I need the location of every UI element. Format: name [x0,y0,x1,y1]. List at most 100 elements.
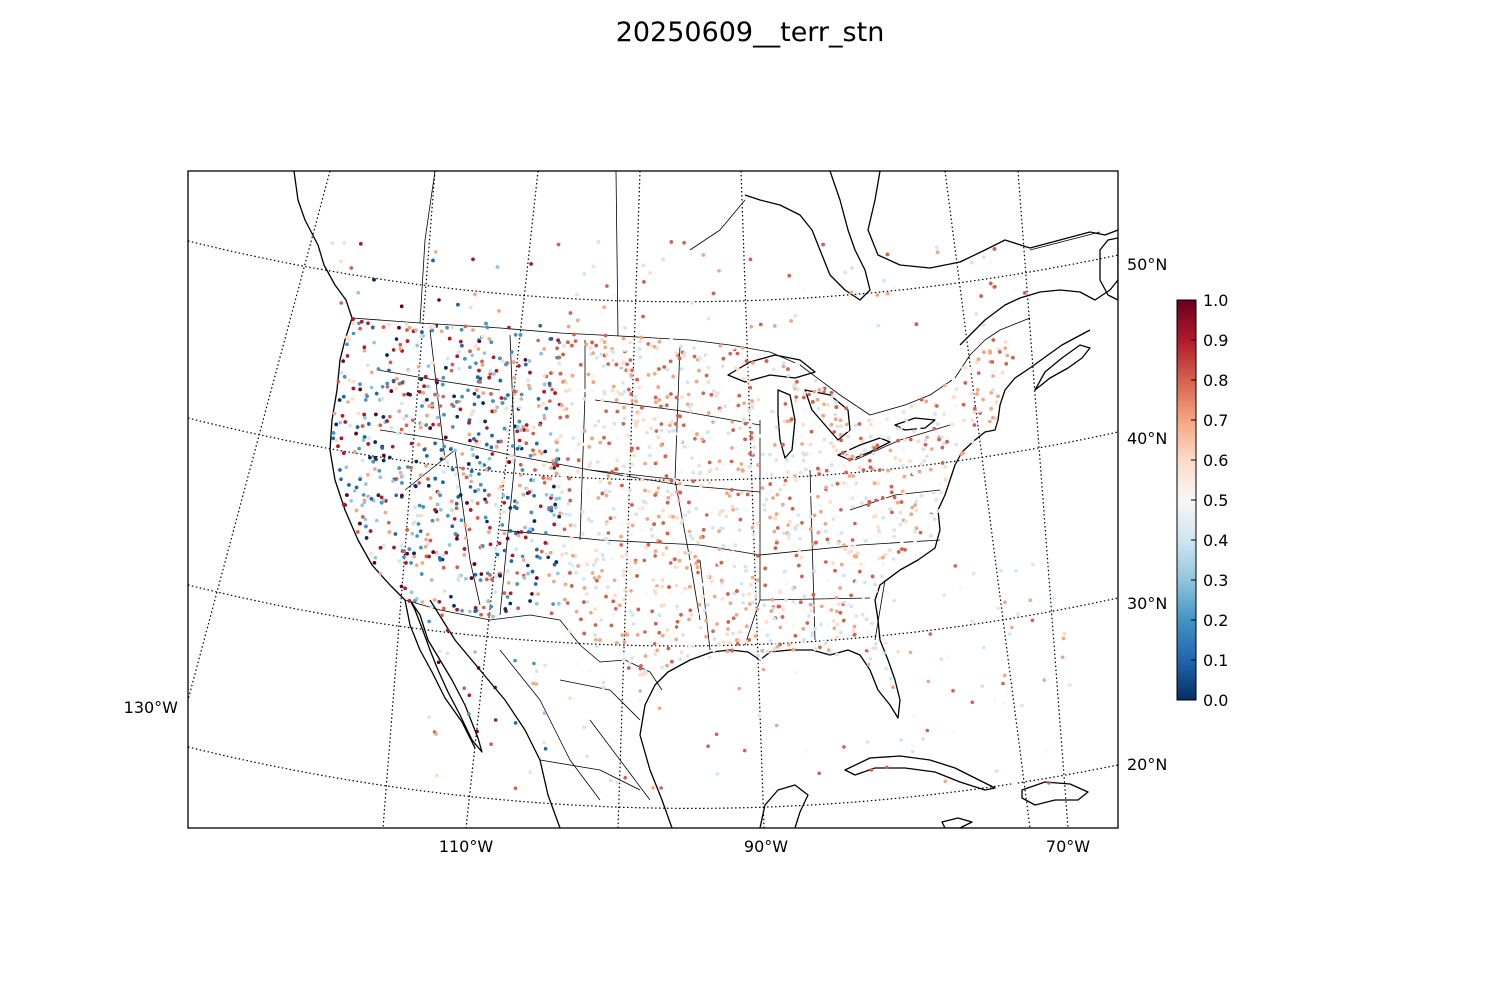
lat-label-40n: 40°N [1127,429,1167,448]
station-dot [892,528,896,532]
station-dot [844,470,848,475]
station-dot [576,469,580,474]
station-dot [604,352,609,357]
station-dot [726,592,730,596]
station-dot [513,333,518,337]
station-dot [575,293,579,297]
station-dot [695,565,700,569]
station-dot [870,574,875,579]
station-dot [745,492,750,497]
station-dot [612,612,616,617]
station-dot [1023,310,1028,315]
station-dot [630,503,634,507]
station-dot [776,526,780,530]
station-dot [542,480,547,485]
station-dot [609,623,614,628]
station-dot [661,521,665,525]
station-dot [404,414,409,418]
station-dot [534,669,539,673]
station-dot [433,476,438,481]
station-dot [718,343,723,348]
station-dot [943,477,948,481]
station-dot [600,491,605,496]
station-dot [641,499,646,504]
station-dot [884,666,889,671]
station-dot [424,464,428,468]
station-dot [805,621,810,625]
station-dot [854,494,858,498]
station-dot [360,319,364,324]
station-dot [497,541,502,546]
station-dot [866,662,871,667]
station-dot [996,375,1000,379]
station-dot [477,472,481,476]
station-dot [951,395,956,399]
station-dot [1044,674,1048,679]
station-dot [638,339,642,344]
station-dot [792,384,796,389]
station-dot [603,345,607,350]
station-dot [552,462,556,467]
station-dot [526,563,530,568]
station-dot [903,438,907,442]
station-dot [993,698,997,702]
station-dot [607,541,611,545]
station-dot [560,552,564,557]
station-dot [979,392,983,397]
station-dot [597,575,601,579]
station-dot [1061,636,1066,641]
station-dot [405,322,409,326]
station-dot [342,394,346,399]
station-dot [437,600,442,604]
station-dot [556,242,561,247]
station-dot [735,641,740,646]
station-dot [531,448,535,453]
station-dot [659,786,663,790]
station-dot [628,488,633,493]
station-dot [809,609,814,613]
station-dot [557,355,561,360]
station-dot [412,551,416,556]
station-dot [473,489,477,494]
station-dot [463,324,468,329]
station-dot [755,607,760,611]
station-dot [750,403,755,407]
station-dot [847,551,851,555]
station-dot [845,484,849,489]
station-dot [616,456,620,460]
station-dot [469,479,474,484]
station-dot [381,325,386,329]
station-dot [558,511,562,516]
station-dot [351,317,355,321]
station-dot [764,497,769,502]
station-dot [838,611,843,615]
station-dot [535,601,539,606]
station-dot [886,436,891,440]
station-dot [515,571,519,575]
station-dot [517,438,522,443]
station-dot [994,400,999,404]
station-dot [636,411,641,416]
station-dot [919,494,924,498]
station-dot [746,379,751,384]
station-dot [433,392,437,397]
station-dot [596,419,601,424]
station-dot [847,457,852,462]
station-dot [417,390,422,394]
station-dot [473,292,477,297]
mexico-west-coast [429,599,561,828]
station-dot [419,334,423,339]
gulf-coastline [639,619,901,828]
station-dot [646,373,651,377]
station-dot [425,454,429,458]
station-dot [437,649,442,654]
station-dot [339,477,343,482]
station-dot [829,423,834,427]
station-dot [476,347,481,351]
station-dot [506,581,511,585]
station-dot [358,387,363,392]
station-dot [493,503,498,507]
station-dot [669,640,674,644]
station-dot [399,401,404,406]
station-dot [829,478,834,482]
